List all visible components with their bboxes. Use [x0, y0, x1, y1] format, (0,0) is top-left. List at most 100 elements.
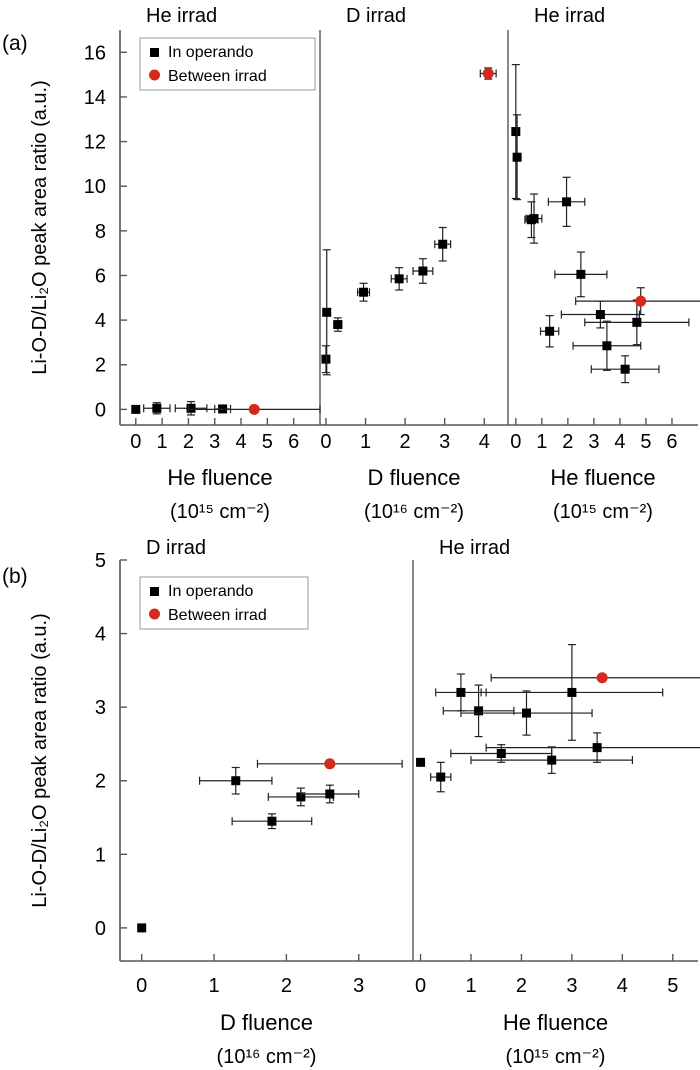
x-axis-unit: (10¹⁵ cm⁻²)	[553, 501, 653, 523]
y-tick-label: 14	[84, 87, 106, 109]
x-axis-label: He fluence	[550, 465, 655, 490]
data-point-in-operando	[434, 226, 452, 262]
subpanel-title: D irrad	[346, 5, 406, 27]
marker-square	[416, 757, 426, 767]
x-tick-label: 3	[209, 431, 220, 453]
marker-square	[456, 687, 466, 697]
x-tick-label: 1	[208, 975, 219, 997]
data-point-in-operando	[539, 315, 560, 348]
marker-square	[394, 274, 404, 284]
data-point-in-operando	[470, 746, 634, 774]
y-tick-label: 16	[84, 42, 106, 64]
x-axis-unit: (10¹⁶ cm⁻²)	[364, 501, 464, 523]
marker-square	[595, 310, 605, 320]
marker-square	[131, 404, 141, 414]
x-axis-label: D fluence	[220, 1010, 313, 1035]
data-point-in-operando	[460, 690, 593, 736]
legend-box	[139, 576, 309, 630]
x-axis-label: D fluence	[368, 465, 461, 490]
data-point-in-operando	[174, 400, 208, 416]
panel-label: (b)	[2, 565, 28, 588]
legend-marker-between-irrad	[149, 69, 160, 81]
x-tick-label: 3	[353, 975, 364, 997]
panel-label: (a)	[2, 32, 28, 55]
data-point-in-operando	[198, 766, 273, 795]
data-point-in-operando	[412, 258, 434, 284]
chart-panel-a: (a) Li-O-D/Li₂O peak area ratio (a.u.) 0 2 4…	[2, 5, 700, 523]
x-tick-label: 4	[617, 975, 628, 997]
data-point-in-operando	[357, 282, 371, 302]
marker-square	[231, 776, 241, 786]
marker-square	[602, 341, 612, 351]
data-point-in-operando	[416, 757, 426, 767]
x-tick-label: 0	[320, 431, 331, 453]
marker-square	[359, 287, 369, 297]
data-point-between-irrad	[490, 672, 700, 684]
x-tick-label: 3	[588, 431, 599, 453]
y-tick-label: 1	[95, 844, 106, 866]
y-axis-label: Li-O-D/Li₂O peak area ratio (a.u.)	[29, 613, 51, 908]
data-point-in-operando	[554, 251, 608, 298]
data-point-in-operando	[231, 813, 313, 830]
marker-square	[333, 320, 343, 330]
x-tick-label: 2	[562, 431, 573, 453]
data-point-between-irrad	[479, 67, 497, 80]
y-tick-label: 5	[95, 550, 106, 572]
x-axis-label: He fluence	[167, 465, 272, 490]
y-tick-label: 4	[95, 310, 106, 332]
data-point-in-operando	[322, 249, 332, 376]
marker-square	[186, 403, 196, 413]
data-point-in-operando	[321, 345, 331, 374]
marker-square	[576, 269, 586, 279]
data-point-in-operando	[547, 176, 586, 227]
x-tick-label: 1	[360, 431, 371, 453]
y-tick-label: 2	[95, 771, 106, 793]
data-point-in-operando	[430, 761, 452, 793]
data-point-in-operando	[131, 404, 141, 414]
legend-marker-between-irrad	[149, 608, 160, 620]
y-tick-label: 3	[95, 697, 106, 719]
data-point-in-operando	[390, 267, 408, 291]
data-point-in-operando	[137, 923, 147, 933]
data-point-in-operando	[485, 732, 700, 763]
data-point-in-operando	[435, 673, 487, 712]
marker-square	[521, 708, 531, 718]
y-tick-label: 0	[95, 399, 106, 421]
x-axis-unit: (10¹⁵ cm⁻²)	[170, 501, 270, 523]
data-point-in-operando	[442, 684, 515, 738]
subpanel-title: D irrad	[146, 537, 206, 559]
x-tick-label: 5	[667, 975, 678, 997]
legend-marker-in-operando	[150, 48, 159, 57]
marker-square	[562, 197, 572, 207]
x-tick-label: 0	[415, 975, 426, 997]
y-tick-label: 2	[95, 355, 106, 377]
x-tick-label: 5	[262, 431, 273, 453]
legend: In operando Between irrad	[139, 576, 309, 630]
x-tick-label: 0	[136, 975, 147, 997]
x-tick-label: 4	[235, 431, 246, 453]
marker-square	[474, 706, 484, 716]
data-point-in-operando	[511, 63, 521, 200]
y-tick-label: 12	[84, 132, 106, 154]
data-point-in-operando	[143, 402, 171, 415]
x-tick-label: 2	[516, 975, 527, 997]
marker-square	[325, 789, 335, 799]
data-point-in-operando	[590, 355, 660, 384]
x-axis-label: He fluence	[503, 1010, 608, 1035]
legend-label-in-operando: In operando	[168, 583, 254, 600]
x-axis-unit: (10¹⁶ cm⁻²)	[217, 1046, 317, 1068]
y-tick-label: 4	[95, 624, 106, 646]
x-tick-label: 1	[465, 975, 476, 997]
marker-circle	[635, 295, 647, 307]
subpanel-title: He irrad	[534, 5, 605, 27]
marker-square	[152, 403, 162, 413]
x-tick-label: 1	[536, 431, 547, 453]
x-tick-label: 3	[439, 431, 450, 453]
x-tick-label: 2	[400, 431, 411, 453]
legend-label-between-irrad: Between irrad	[168, 68, 267, 85]
marker-square	[496, 749, 506, 759]
data-point-in-operando	[560, 300, 641, 329]
subpanel-title: He irrad	[146, 5, 217, 27]
marker-square	[137, 923, 147, 933]
